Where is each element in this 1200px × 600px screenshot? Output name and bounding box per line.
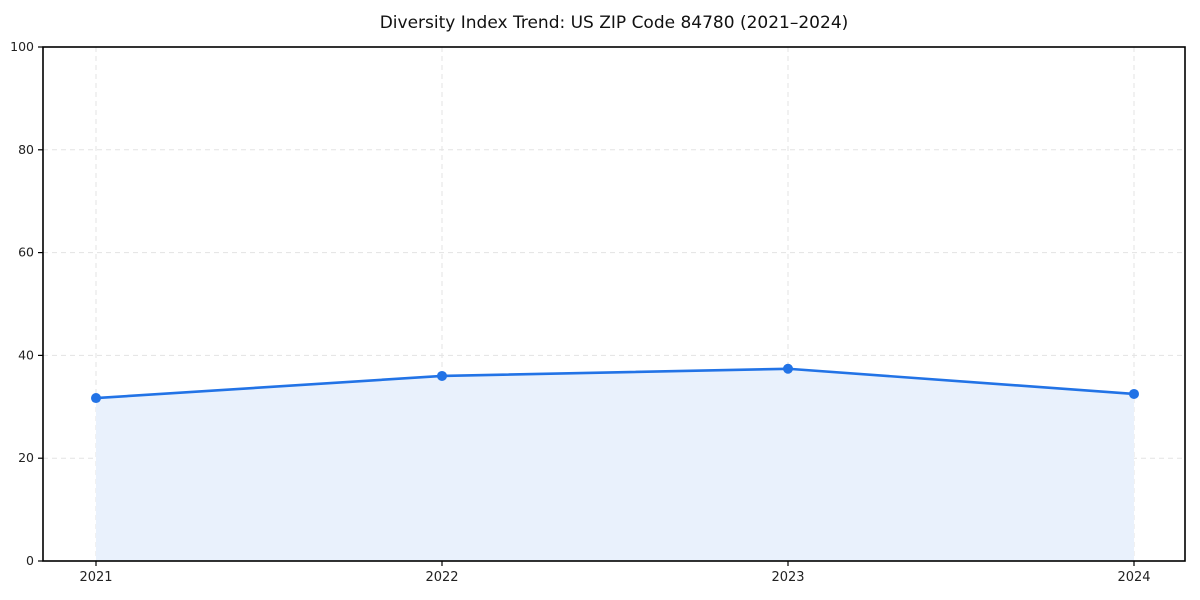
axes-box [42, 46, 1186, 562]
series-line [94, 367, 1136, 400]
y-tick-label: 40 [18, 347, 34, 362]
x-tick-label: 2021 [79, 570, 112, 585]
series-area-fill [96, 368, 1134, 561]
x-tick-label: 2024 [1117, 570, 1150, 585]
y-tick-label: 0 [26, 553, 34, 568]
chart-title: Diversity Index Trend: US ZIP Code 84780… [379, 13, 849, 33]
data-point-2023 [783, 363, 793, 374]
y-tick-label: 80 [18, 142, 34, 157]
x-tick-label: 2023 [771, 570, 804, 585]
data-point-2024 [1129, 388, 1139, 399]
data-point-2022 [437, 370, 447, 381]
data-point-2021 [91, 393, 101, 404]
x-tick-label: 2022 [425, 570, 458, 585]
y-tick-label: 60 [18, 245, 34, 260]
y-tick-label: 20 [18, 450, 34, 465]
y-tick-label: 100 [10, 39, 34, 54]
